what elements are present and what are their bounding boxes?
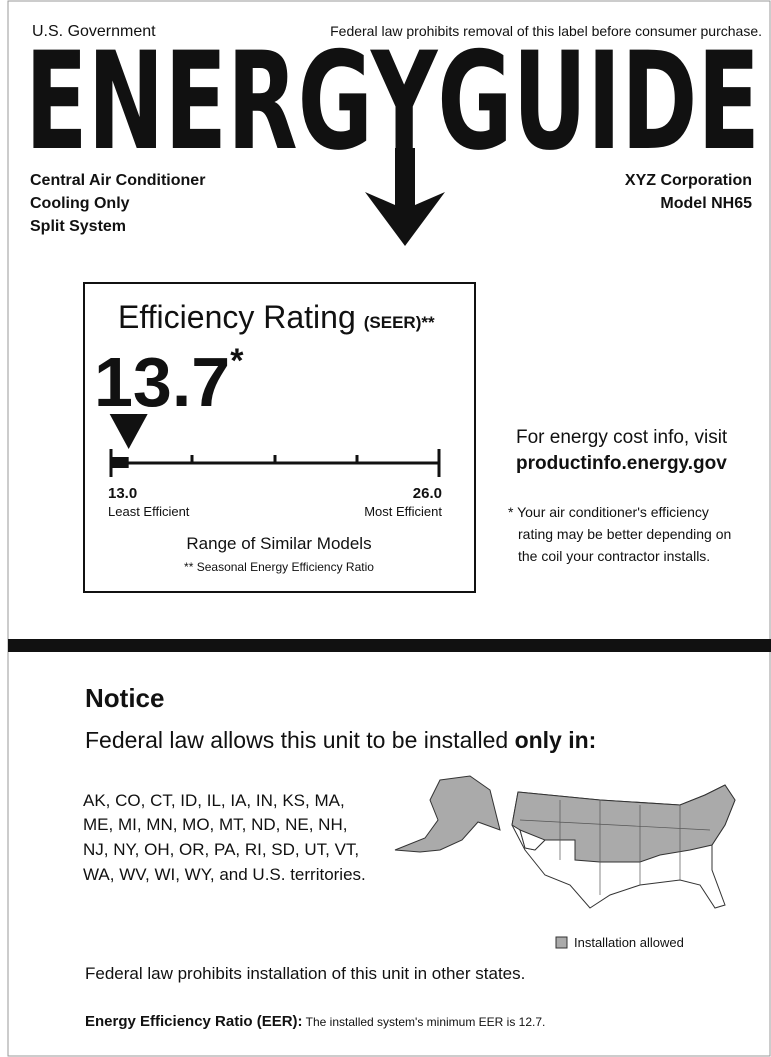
rating-bar <box>111 457 129 468</box>
rating-marker <box>109 414 148 449</box>
legend-swatch <box>555 936 568 949</box>
alaska <box>394 775 501 853</box>
coil-note: rating may be better depending on <box>518 526 731 542</box>
range-caption: Range of Similar Models <box>186 534 371 553</box>
rating-asterisk: * <box>230 342 244 380</box>
rating-title: Efficiency Rating (SEER)** <box>118 299 435 335</box>
states-line: WA, WV, WI, WY, and U.S. territories. <box>83 865 366 884</box>
maker-line: XYZ Corporation <box>625 172 752 189</box>
logo-arrow <box>365 148 445 246</box>
logo: ENERGYGUIDE <box>25 23 760 180</box>
rating-unit: (SEER)** <box>364 313 435 332</box>
divider <box>8 639 771 652</box>
us-map <box>394 775 736 909</box>
scale-max: 26.0 <box>413 485 442 502</box>
scale-min-caption: Least Efficient <box>108 504 190 519</box>
rating-footnote: ** Seasonal Energy Efficiency Ratio <box>184 560 374 574</box>
notice-line-bold: only in: <box>515 727 597 753</box>
header-right: Federal law prohibits removal of this la… <box>330 23 762 39</box>
coil-note: the coil your contractor installs. <box>518 548 710 564</box>
product-line: Cooling Only <box>30 195 130 212</box>
prohibition: Federal law prohibits installation of th… <box>85 964 525 983</box>
rating-value: 13.7* <box>94 342 244 421</box>
product-line: Split System <box>30 218 126 235</box>
header-left: U.S. Government <box>32 23 156 40</box>
eer: Energy Efficiency Ratio (EER): The insta… <box>85 1013 545 1030</box>
cost-info: For energy cost info, visit <box>516 427 728 448</box>
notice-line: Federal law allows this unit to be insta… <box>85 727 596 753</box>
rating-box <box>83 282 476 593</box>
rating-number: 13.7 <box>94 343 230 421</box>
maker-line: Model NH65 <box>660 195 752 212</box>
eer-text: The installed system's minimum EER is 12… <box>303 1015 546 1029</box>
states-line: ME, MI, MN, MO, MT, ND, NE, NH, <box>83 815 347 834</box>
rating-title-text: Efficiency Rating <box>118 299 356 335</box>
eer-label: Energy Efficiency Ratio (EER): <box>85 1013 303 1030</box>
us-west <box>519 829 546 851</box>
notice-line-text: Federal law allows this unit to be insta… <box>85 727 515 753</box>
scale-max-caption: Most Efficient <box>364 504 442 519</box>
states-line: AK, CO, CT, ID, IL, IA, IN, KS, MA, <box>83 791 345 810</box>
scale-min: 13.0 <box>108 485 137 502</box>
product-line: Central Air Conditioner <box>30 172 205 189</box>
legend-label: Installation allowed <box>574 935 684 950</box>
coil-note: * Your air conditioner's efficiency <box>508 504 709 520</box>
notice-title: Notice <box>85 683 164 713</box>
state-borders <box>519 800 711 895</box>
states-line: NJ, NY, OH, OR, PA, RI, SD, UT, VT, <box>83 840 359 859</box>
cost-url: productinfo.energy.gov <box>516 453 727 474</box>
